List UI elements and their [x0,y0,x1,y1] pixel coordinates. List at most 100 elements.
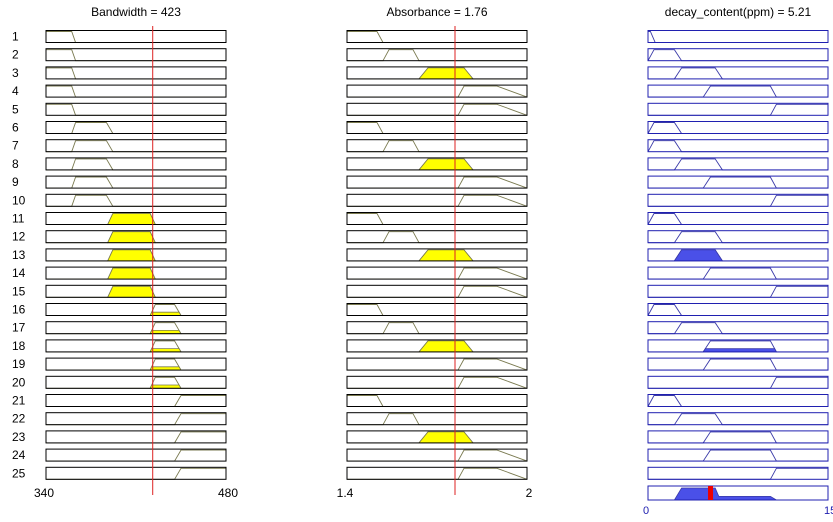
rule-box-1-10 [45,193,227,207]
rule-number-16: 16 [12,303,26,317]
rule-number-6: 6 [12,121,19,135]
panel-title-1: Bandwidth = 423 [91,5,181,19]
aggregate-output-fill [648,487,828,501]
rule-number-21: 21 [12,394,26,408]
rule-box-2-13 [346,248,528,262]
rule-box-2-21 [346,394,528,407]
rule-box-1-12 [45,230,227,244]
activation-fill-1-13 [107,249,156,262]
rule-number-19: 19 [12,357,26,371]
membership-curve-2-20 [347,376,528,389]
membership-curve-3-7 [647,140,828,153]
membership-curve-2-15 [347,285,528,298]
rule-box-1-17 [45,321,227,335]
membership-curve-2-21 [346,395,527,407]
rule-box-3-25 [647,466,829,480]
membership-curve-3-12 [648,231,828,244]
membership-curve-1-9 [46,176,226,189]
rule-box-2-23 [346,430,528,444]
membership-curve-3-21 [647,395,828,407]
rule-box-3-1 [647,30,829,43]
membership-curve-3-9 [648,176,828,189]
rule-box-1-7 [45,139,227,153]
rule-box-3-22 [647,412,829,426]
membership-curve-3-10 [648,194,829,207]
rule-box-3-5 [647,102,829,116]
membership-curve-1-3 [45,67,226,80]
rule-number-2: 2 [12,48,19,62]
membership-curve-2-11 [346,213,527,225]
rule-box-3-20 [647,375,829,389]
rule-box-3-7 [647,139,829,153]
rule-number-11: 11 [12,212,25,226]
membership-curve-3-17 [648,322,828,335]
rule-box-1-15 [45,284,227,298]
rule-box-1-9 [45,175,227,189]
rule-box-2-5 [346,102,528,116]
rule-box-1-16 [45,303,227,316]
activation-fill-2-8 [418,158,474,171]
rule-box-2-4 [346,84,528,98]
membership-curve-3-13 [648,249,828,262]
rule-box-3-15 [647,284,829,298]
rule-number-7: 7 [12,139,19,153]
rule-box-3-18 [647,339,829,353]
activation-fill-2-13 [418,249,474,262]
membership-curve-2-19 [347,358,528,371]
rule-box-3-8 [647,157,829,171]
axis-min-label-3: 0 [643,505,649,517]
membership-curve-3-4 [648,85,828,98]
rule-box-2-14 [346,266,528,280]
membership-curve-3-1 [647,31,828,43]
activation-fill-1-14 [107,267,156,280]
rule-box-2-11 [346,212,528,225]
rule-number-15: 15 [12,284,26,298]
aggregate-output-box [647,485,829,501]
rule-box-3-4 [647,84,829,98]
rule-number-14: 14 [12,266,26,280]
membership-curve-1-25 [46,467,227,480]
membership-curve-2-22 [347,413,527,426]
rule-number-12: 12 [12,230,26,244]
membership-curve-2-14 [347,267,528,280]
panel-title-2: Absorbance = 1.76 [386,5,487,19]
membership-curve-2-12 [347,231,527,244]
rule-number-8: 8 [12,157,19,171]
rule-box-1-8 [45,157,227,171]
rule-box-1-24 [45,448,227,462]
membership-curve-1-1 [45,31,226,43]
membership-curve-3-19 [648,358,828,371]
rule-box-1-6 [45,121,227,134]
axis-max-label-3: 15 [824,505,833,517]
membership-curve-2-25 [347,467,528,480]
rule-box-3-19 [647,357,829,371]
membership-curve-2-16 [346,304,527,316]
membership-curve-2-17 [347,322,527,335]
axis-max-label-1: 480 [218,486,238,500]
rule-box-1-23 [45,430,227,444]
defuzzified-value-marker[interactable] [708,486,714,500]
rule-box-2-18 [346,339,528,353]
rule-number-20: 20 [12,375,26,389]
membership-curve-3-14 [648,267,828,280]
membership-curve-1-19 [46,358,226,371]
rule-box-2-3 [346,66,528,80]
rule-box-2-16 [346,303,528,316]
membership-curve-3-16 [647,304,828,316]
rule-box-2-8 [346,157,528,171]
rule-box-3-6 [647,121,829,134]
membership-curve-1-20 [46,376,226,389]
rule-number-1: 1 [12,30,19,44]
rule-box-2-6 [346,121,528,134]
rule-box-1-21 [45,394,227,407]
membership-curve-2-9 [347,176,528,189]
rule-box-1-5 [45,102,227,116]
rule-number-18: 18 [12,339,26,353]
rule-box-1-22 [45,412,227,426]
membership-curve-3-11 [647,213,828,225]
membership-curve-3-22 [648,413,828,426]
membership-curve-3-15 [648,285,829,298]
axis-max-label-2: 2 [526,486,533,500]
